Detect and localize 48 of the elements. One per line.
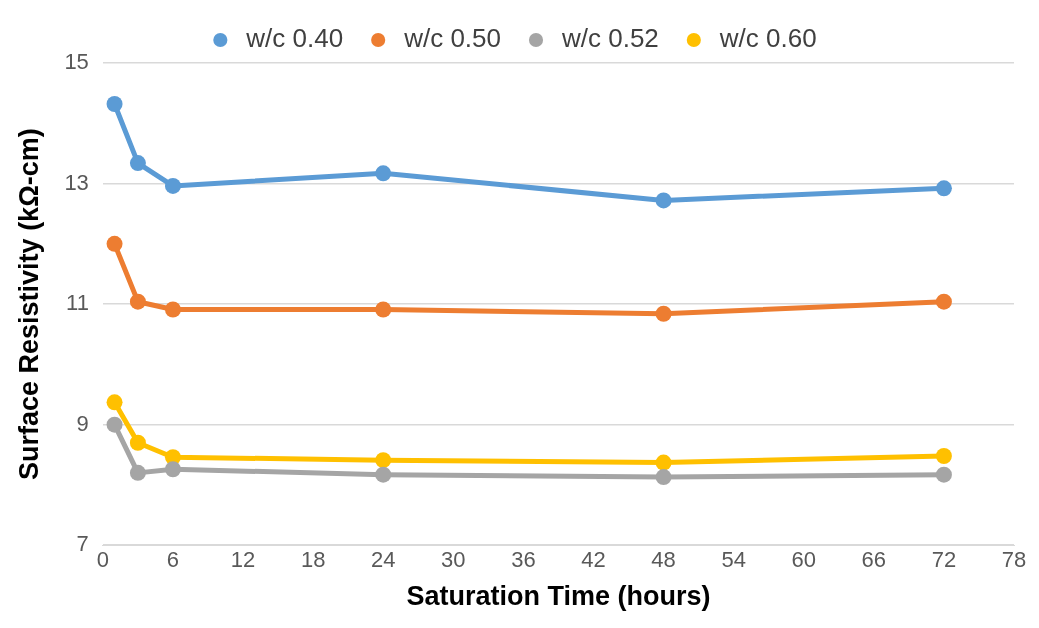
point <box>935 180 952 197</box>
point <box>106 394 123 411</box>
point <box>935 466 952 483</box>
y-tick-label: 11 <box>66 290 89 316</box>
point <box>164 461 181 478</box>
point <box>129 155 146 172</box>
x-tick-label: 78 <box>1001 547 1027 573</box>
y-tick-label: 13 <box>64 169 89 195</box>
point <box>935 293 952 310</box>
point <box>106 95 123 112</box>
x-axis-title: Saturation Time (hours) <box>406 581 711 612</box>
point <box>106 416 123 433</box>
x-tick-label: 72 <box>931 547 957 573</box>
x-tick-label: 66 <box>861 547 887 573</box>
point <box>164 177 181 194</box>
point <box>935 447 952 464</box>
point <box>655 305 672 322</box>
x-tick-label: 60 <box>791 547 816 573</box>
point <box>655 454 672 471</box>
y-tick-label: 15 <box>64 49 89 75</box>
x-tick-label: 30 <box>441 547 466 573</box>
x-tick-label: 54 <box>721 547 746 573</box>
point <box>164 301 181 318</box>
x-tick-label: 36 <box>511 547 536 573</box>
legend-label: w/c 0.50 <box>403 23 501 54</box>
point <box>375 466 392 483</box>
point <box>655 469 672 486</box>
point <box>129 434 146 451</box>
x-tick-label: 42 <box>581 547 606 573</box>
x-tick-label: 12 <box>230 547 256 573</box>
x-tick-label: 48 <box>651 547 676 573</box>
point <box>129 293 146 310</box>
legend-label: w/c 0.60 <box>718 23 817 54</box>
legend-label: w/c 0.40 <box>245 23 344 54</box>
point <box>129 464 146 481</box>
point <box>375 452 392 469</box>
legend-label: w/c 0.52 <box>561 23 659 54</box>
point <box>375 301 392 318</box>
y-tick-label: 9 <box>76 410 89 436</box>
y-tick-label: 7 <box>76 531 89 557</box>
x-tick-label: 18 <box>300 547 326 573</box>
x-tick-label: 0 <box>96 547 109 573</box>
y-axis-title: Surface Resistivity (kΩ-cm) <box>13 128 44 480</box>
point <box>655 192 672 209</box>
point <box>106 235 123 252</box>
point <box>375 165 392 182</box>
x-tick-label: 6 <box>166 547 180 573</box>
x-tick-label: 24 <box>370 547 396 573</box>
